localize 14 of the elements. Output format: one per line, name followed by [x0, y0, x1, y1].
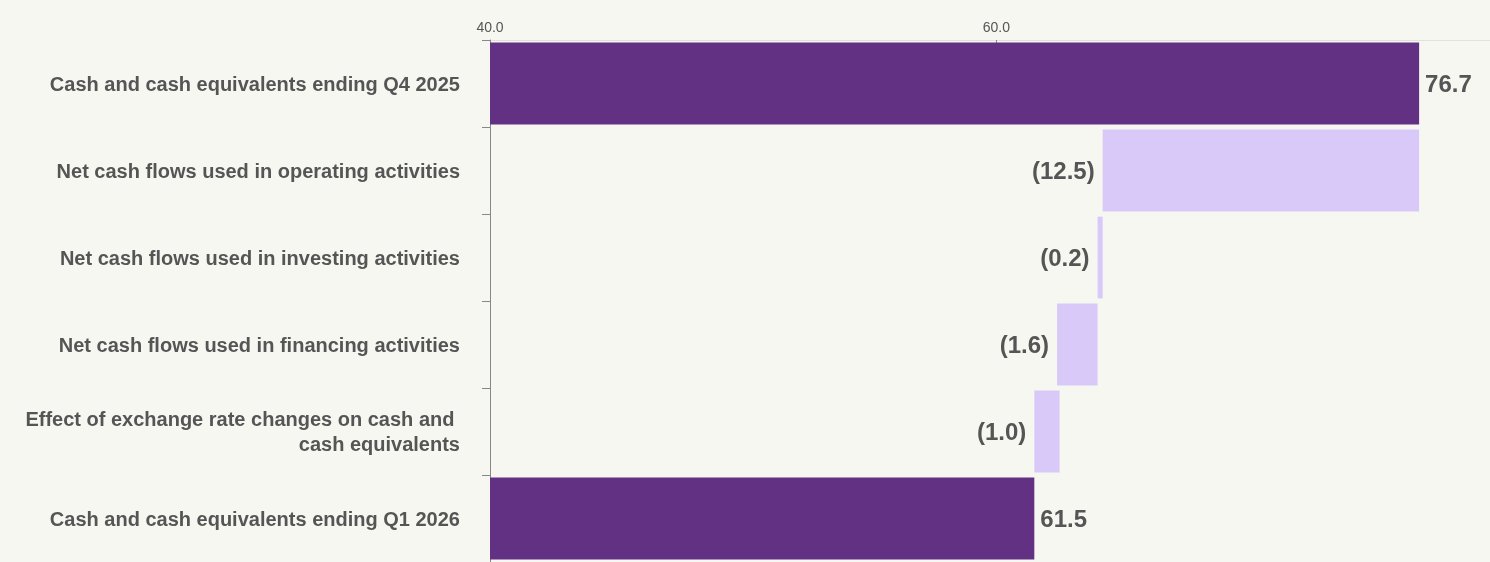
x-tick-label: 40.0	[476, 19, 504, 35]
y-tick-label: Cash and cash equivalents ending Q1 2026	[49, 507, 460, 530]
data-label: 61.5	[1040, 505, 1088, 532]
data-label: 76.7	[1425, 70, 1472, 97]
y-tick-label: Effect of exchange rate changes on cash and cash equivalents	[25, 408, 460, 455]
y-tick-label: Net cash flows used in investing activities	[59, 246, 460, 269]
data-label: (1.0)	[976, 418, 1027, 445]
y-tick-label: Cash and cash equivalents ending Q4 2025	[49, 72, 460, 95]
data-label: (0.2)	[1040, 244, 1090, 271]
x-tick-label: 60.0	[982, 19, 1011, 35]
y-tick-label: Net cash flows used in financing activities	[58, 333, 460, 356]
y-tick-label: Net cash flows used in operating activities	[56, 159, 460, 182]
data-label: (12.5)	[1031, 157, 1095, 184]
data-label: (1.6)	[999, 331, 1050, 358]
